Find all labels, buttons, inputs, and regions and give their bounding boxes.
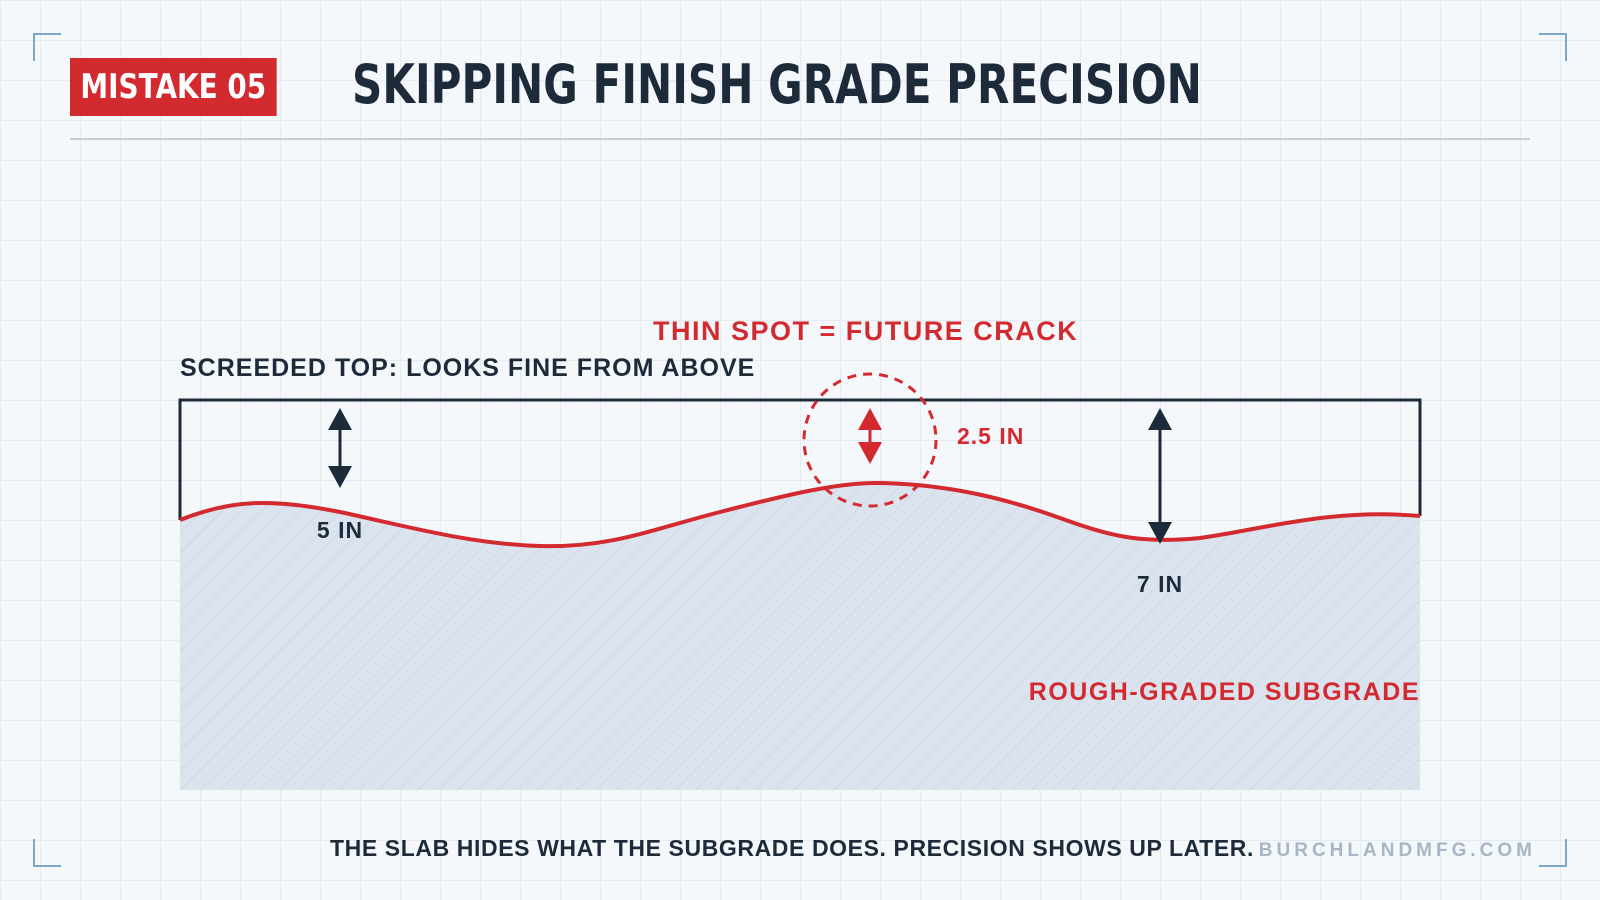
center-thickness-label: 2.5 IN (957, 423, 1024, 449)
right-thickness-label: 7 IN (1137, 571, 1183, 597)
left-thickness-label: 5 IN (317, 517, 363, 543)
header-divider (70, 138, 1530, 140)
subgrade-surface-line (179, 480, 1421, 549)
left-thickness-arrow (328, 408, 352, 488)
thin-spot-highlight-circle (802, 372, 938, 508)
corner-bracket-top-left (33, 33, 61, 61)
corner-bracket-top-right (1539, 33, 1567, 61)
screeded-top-label: SCREEDED TOP: LOOKS FINE FROM ABOVE (180, 354, 755, 382)
center-thickness-arrow (858, 408, 882, 464)
subgrade-label: ROUGH-GRADED SUBGRADE (1029, 678, 1420, 706)
subgrade-area (180, 482, 1420, 790)
page-title: SKIPPING FINISH GRADE PRECISION (352, 53, 1202, 116)
brand-watermark: BURCHLANDMFG.COM (1258, 840, 1536, 861)
corner-bracket-bottom-right (1539, 839, 1567, 867)
right-thickness-arrow (1148, 408, 1172, 544)
thin-spot-warning-label: THIN SPOT = FUTURE CRACK (653, 316, 1078, 346)
slab-outline (178, 398, 1422, 520)
footer-caption: THE SLAB HIDES WHAT THE SUBGRADE DOES. P… (0, 835, 1600, 862)
footer-caption-text: THE SLAB HIDES WHAT THE SUBGRADE DOES. P… (330, 835, 1254, 861)
mistake-badge-label: MISTAKE 05 (80, 67, 267, 107)
corner-bracket-bottom-left (33, 839, 61, 867)
mistake-badge: MISTAKE 05 (70, 58, 277, 116)
